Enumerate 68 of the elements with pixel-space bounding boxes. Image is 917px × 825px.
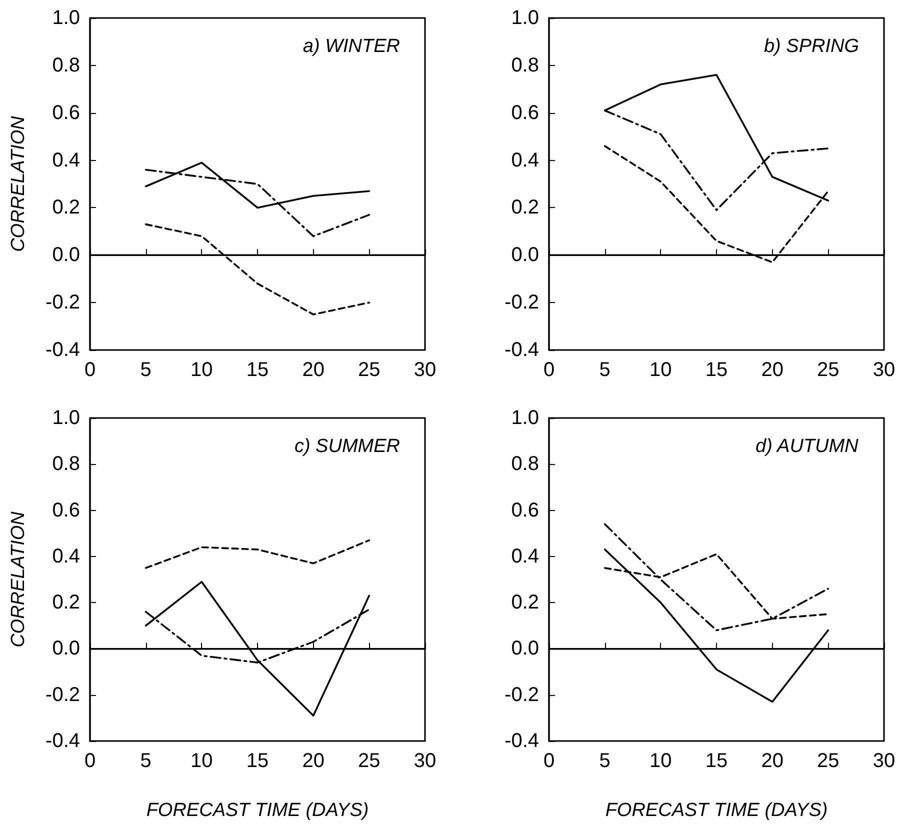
text: b) SPRING [764,36,860,57]
x-tick-label: 20 [761,750,784,772]
y-tick-label: 0.2 [52,196,80,219]
x-tick-label: 30 [414,359,436,381]
x-tick-label: 25 [817,750,840,772]
x-tick-label: 10 [190,750,213,772]
y-tick-label: 1.0 [52,7,80,29]
y-tick-label: 0.6 [511,499,539,522]
x-tick-label: 10 [650,750,672,772]
x-tick-label: 25 [358,750,380,772]
x-tick-label: 0 [84,750,96,772]
x-tick-label: 10 [650,359,672,381]
y-tick-label: 1.0 [511,7,539,29]
y-tick-label: 0.8 [511,54,539,76]
y-tick-label: -0.4 [46,730,80,752]
y-tick-label: -0.2 [504,292,539,314]
y-tick-label: 0.6 [511,102,539,124]
x-tick-label: 15 [246,359,269,381]
y-tick-label: 1.0 [511,407,539,429]
x-tick-label: 15 [246,750,269,772]
y-tick-label: 0.0 [511,244,539,266]
y-axis-title: CORRELATION [8,511,29,648]
y-tick-label: -0.4 [504,339,539,361]
y-tick-label: 0.2 [511,592,539,614]
y-tick-label: -0.2 [504,684,539,706]
y-tick-label: 1.0 [52,407,80,429]
x-tick-label: 0 [84,359,96,381]
y-tick-label: 0.0 [511,638,539,660]
y-tick-label: 0.2 [52,592,80,614]
x-tick-label: 30 [872,359,896,381]
y-tick-label: 0.6 [52,102,80,124]
y-tick-label: -0.2 [46,684,80,706]
x-tick-label: 5 [599,359,610,381]
y-tick-label: -0.4 [46,339,80,361]
x-tick-label: 5 [140,750,152,772]
text: c) SUMMER [294,436,400,457]
y-tick-label: 0.6 [52,499,80,522]
y-axis-title: CORRELATION [8,116,29,252]
y-tick-label: 0.4 [511,149,539,172]
x-tick-label: 30 [414,750,436,772]
y-tick-label: 0.8 [52,453,80,476]
text: a) WINTER [302,36,400,57]
x-tick-label: 25 [817,359,840,381]
y-tick-label: -0.4 [504,730,539,752]
x-tick-label: 10 [190,359,213,381]
x-tick-label: 20 [302,359,324,381]
y-tick-label: 0.8 [511,453,539,476]
x-tick-label: 15 [705,750,728,772]
y-tick-label: 0.4 [52,545,80,568]
y-tick-label: 0.4 [52,149,80,172]
x-tick-label: 30 [872,750,896,772]
y-tick-label: -0.2 [46,292,80,314]
x-tick-label: 25 [358,359,380,381]
x-tick-label: 5 [599,750,610,772]
x-tick-label: 5 [140,359,152,381]
x-tick-label: 20 [302,750,324,772]
text: d) AUTUMN [756,436,859,457]
y-tick-label: 0.8 [52,54,80,76]
x-axis-title: FORECAST TIME (DAYS) [146,800,369,821]
y-tick-label: 0.2 [511,196,539,219]
y-tick-label: 0.0 [52,638,80,660]
y-tick-label: 0.4 [511,545,539,568]
y-tick-label: 0.0 [52,244,80,266]
x-tick-label: 15 [705,359,728,381]
x-axis-title: FORECAST TIME (DAYS) [605,800,828,821]
x-tick-label: 0 [543,750,555,772]
x-tick-label: 0 [543,359,555,381]
x-tick-label: 20 [761,359,784,381]
